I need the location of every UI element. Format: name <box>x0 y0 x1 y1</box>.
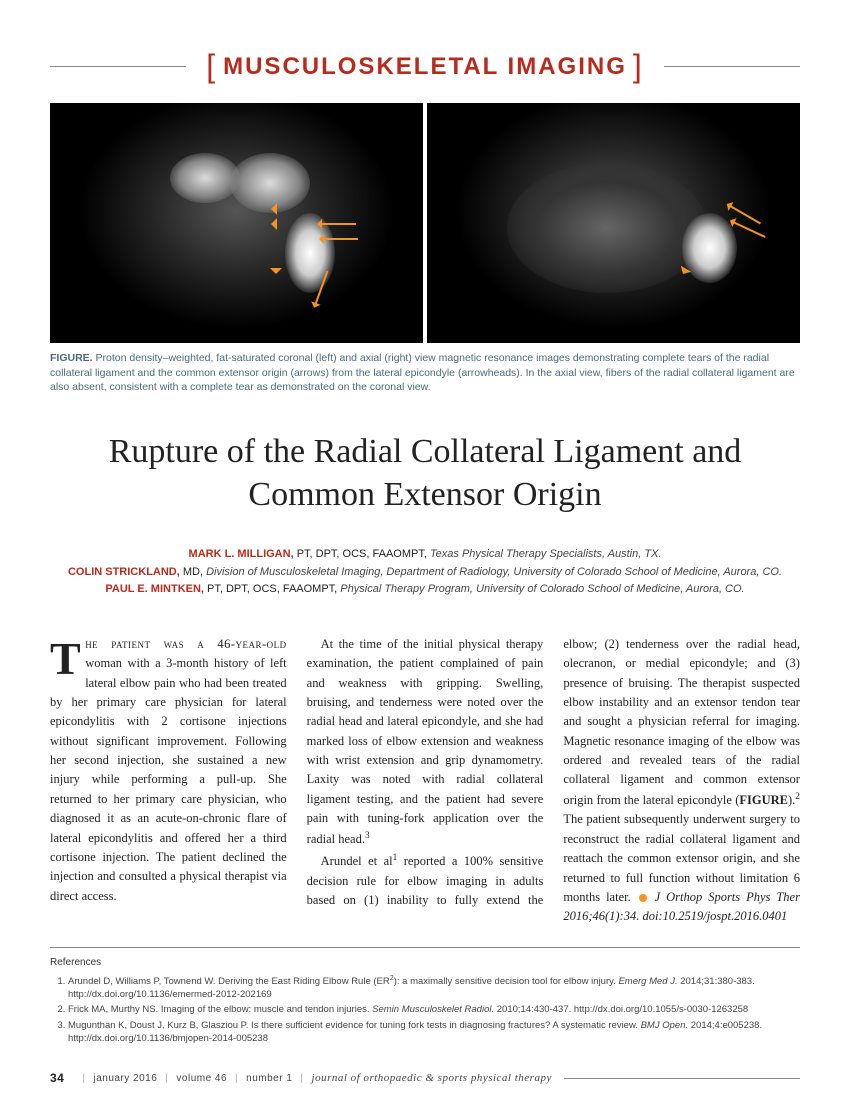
footer-volume: volume 46 <box>176 1073 227 1084</box>
figure-label: FIGURE. <box>50 352 93 364</box>
references-label: References <box>50 956 800 970</box>
section-label: [ MUSCULOSKELETAL IMAGING ] <box>186 48 664 85</box>
author-line: COLIN STRICKLAND, MD, Division of Muscul… <box>50 564 800 582</box>
reference-item: Frick MA, Murthy NS. Imaging of the elbo… <box>68 1003 800 1016</box>
bracket-right: ] <box>627 48 650 85</box>
author-line: PAUL E. MINTKEN, PT, DPT, OCS, FAAOMPT, … <box>50 581 800 599</box>
section-title: MUSCULOSKELETAL IMAGING <box>223 53 627 81</box>
footer-journal: journal of orthopaedic & sports physical… <box>312 1072 552 1084</box>
footer-number: number 1 <box>246 1073 292 1084</box>
bracket-left: [ <box>200 48 223 85</box>
body-text: The patient was a 46-year-old woman with… <box>50 635 800 927</box>
rule-left <box>50 66 186 67</box>
para-2: At the time of the initial physical ther… <box>307 635 544 849</box>
figure-text: Proton density–weighted, fat-saturated c… <box>50 352 795 393</box>
mri-axial <box>427 103 800 343</box>
page-number: 34 <box>50 1071 64 1085</box>
article-title: Rupture of the Radial Collateral Ligamen… <box>50 431 800 516</box>
reference-item: Mugunthan K, Doust J, Kurz B, Glasziou P… <box>68 1019 800 1046</box>
footer-date: january 2016 <box>93 1073 157 1084</box>
footer-rule <box>564 1078 800 1079</box>
references: References Arundel D, Williams P, Townen… <box>50 947 800 1046</box>
rule-right <box>664 66 800 67</box>
reference-item: Arundel D, Williams P, Townend W. Derivi… <box>68 974 800 1002</box>
figure-panel <box>50 103 800 343</box>
figure-caption: FIGURE. Proton density–weighted, fat-sat… <box>50 351 800 395</box>
mri-coronal <box>50 103 423 343</box>
section-header: [ MUSCULOSKELETAL IMAGING ] <box>50 48 800 85</box>
para-1: The patient was a 46-year-old woman with… <box>50 635 287 906</box>
author-line: MARK L. MILLIGAN, PT, DPT, OCS, FAAOMPT,… <box>50 546 800 564</box>
authors-block: MARK L. MILLIGAN, PT, DPT, OCS, FAAOMPT,… <box>50 546 800 599</box>
end-bullet-icon <box>639 894 647 902</box>
page-footer: 34 | january 2016 | volume 46 | number 1… <box>50 1071 800 1085</box>
